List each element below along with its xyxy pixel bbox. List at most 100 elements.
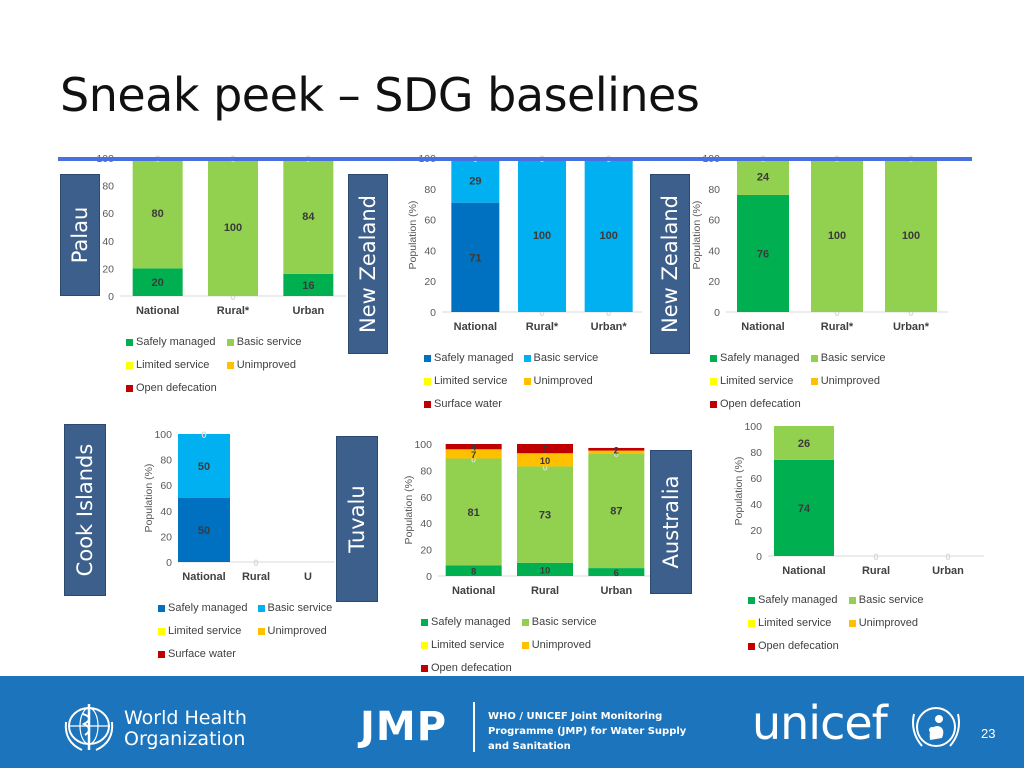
chart-new-zealand-sanitation: 0 20 40 60 80 100 Population (%) 76 24 0 National 0… <box>691 153 948 333</box>
legend-item: Open defecation <box>126 382 217 394</box>
jmp-line3: and Sanitation <box>488 741 571 752</box>
data-label: 74 <box>798 503 811 515</box>
bar-segment <box>445 444 502 450</box>
legend-item: Basic service <box>521 616 597 628</box>
legend-label: Unimproved <box>820 375 881 387</box>
who-emblem-icon <box>64 704 114 751</box>
y-tick-label: 100 <box>154 429 172 441</box>
category-label: Rural <box>531 585 559 597</box>
y-tick-label: 40 <box>750 499 762 511</box>
category-label: National <box>782 565 825 577</box>
y-tick-label: 80 <box>750 447 762 459</box>
who-line2: Organization <box>124 728 246 750</box>
legend-label: Unimproved <box>267 625 327 637</box>
legend-swatch <box>421 618 428 626</box>
data-label: 76 <box>757 248 769 260</box>
legend-item: Basic service <box>257 602 332 614</box>
y-tick-label: 80 <box>102 181 114 193</box>
category-label: U <box>304 571 312 583</box>
legend-tuvalu: Safely managed Basic service Limited servi… <box>421 616 597 674</box>
legend-palau: Safely managed Basic service Limited servi… <box>126 336 302 394</box>
legend-swatch <box>226 338 234 346</box>
y-tick-label: 0 <box>108 291 114 303</box>
legend-label: Surface water <box>168 648 236 660</box>
bar-segment <box>451 158 500 203</box>
bar-segment <box>283 273 334 296</box>
data-label: 0 <box>614 449 619 460</box>
data-label: 100 <box>224 222 242 234</box>
legend-label: Basic service <box>858 594 924 606</box>
bar-segment <box>208 158 258 296</box>
data-label: 71 <box>469 252 481 264</box>
legend-item: Limited service <box>424 375 514 387</box>
data-label: 20 <box>152 277 164 289</box>
y-tick-label: 60 <box>708 215 720 227</box>
who-logo-text: World Health Organization <box>124 708 247 750</box>
legend-swatch <box>748 596 755 604</box>
legend-label: Safely managed <box>136 336 216 348</box>
data-label: 50 <box>198 525 210 537</box>
category-label: Rural* <box>821 321 854 333</box>
category-label: National <box>136 305 179 317</box>
bar-segment <box>132 158 183 269</box>
country-label-text: New Zealand <box>658 195 682 333</box>
legend-label: Unimproved <box>531 639 592 651</box>
legend-item: Unimproved <box>848 617 924 629</box>
bar-segment <box>445 449 502 459</box>
data-label: 100 <box>533 230 551 242</box>
y-tick-label: 60 <box>750 473 762 485</box>
country-label-palau: Palau <box>60 174 100 296</box>
category-label: Urban* <box>591 321 628 333</box>
y-tick-label: 60 <box>424 215 436 227</box>
data-label: 10 <box>540 565 551 576</box>
y-tick-label: 80 <box>420 465 432 477</box>
data-label: 29 <box>469 175 481 187</box>
legend-swatch <box>126 361 133 369</box>
legend-swatch <box>126 384 133 392</box>
chart-new-zealand-water: 0 20 40 60 80 100 Population (%) 71 29 0 National 0… <box>407 153 642 333</box>
bar-segment <box>811 158 863 312</box>
legend-label: Basic service <box>531 616 597 628</box>
y-axis-label: Population (%) <box>403 476 415 545</box>
legend-item: Open defecation <box>748 640 839 652</box>
legend-item: Unimproved <box>810 375 886 387</box>
legend-swatch <box>421 664 428 672</box>
legend-item: Basic service <box>848 594 924 606</box>
country-label-cook-islands: Cook Islands <box>64 424 106 596</box>
jmp-line2: Programme (JMP) for Water Supply <box>488 726 687 737</box>
bar-segment <box>132 268 183 296</box>
legend-label: Unimproved <box>858 617 919 629</box>
country-label-text: Australia <box>659 475 683 569</box>
jmp-divider <box>473 702 475 752</box>
legend-label: Limited service <box>758 617 832 629</box>
legend-swatch <box>424 354 431 362</box>
category-label: National <box>182 571 225 583</box>
y-tick-label: 0 <box>714 307 720 319</box>
who-line1: World Health <box>124 707 247 729</box>
legend-item: Limited service <box>710 375 801 387</box>
legend-item: Open defecation <box>421 662 512 674</box>
bar-segment <box>517 466 573 563</box>
y-tick-label: 0 <box>166 557 172 569</box>
legend-label: Limited service <box>431 639 505 651</box>
data-label: 7 <box>542 445 547 456</box>
y-axis-label: Population (%) <box>691 201 703 270</box>
data-label: 0 <box>230 292 235 303</box>
bar-segment <box>451 202 500 312</box>
jmp-description: WHO / UNICEF Joint Monitoring Programme … <box>488 709 686 754</box>
legend-label: Open defecation <box>431 662 512 674</box>
country-label-text: Tuvalu <box>345 485 369 553</box>
bar-segment <box>445 565 502 576</box>
legend-swatch <box>748 619 755 627</box>
data-label: 2 <box>614 445 619 456</box>
legend-item: Safely managed <box>126 336 217 348</box>
legend-swatch <box>424 377 431 385</box>
unicef-emblem-icon <box>912 707 960 747</box>
country-label-tuvalu: Tuvalu <box>336 436 378 602</box>
data-label: 7 <box>471 450 476 461</box>
data-label: 50 <box>198 461 210 473</box>
data-label: 6 <box>614 568 619 579</box>
data-label: 10 <box>540 456 551 467</box>
